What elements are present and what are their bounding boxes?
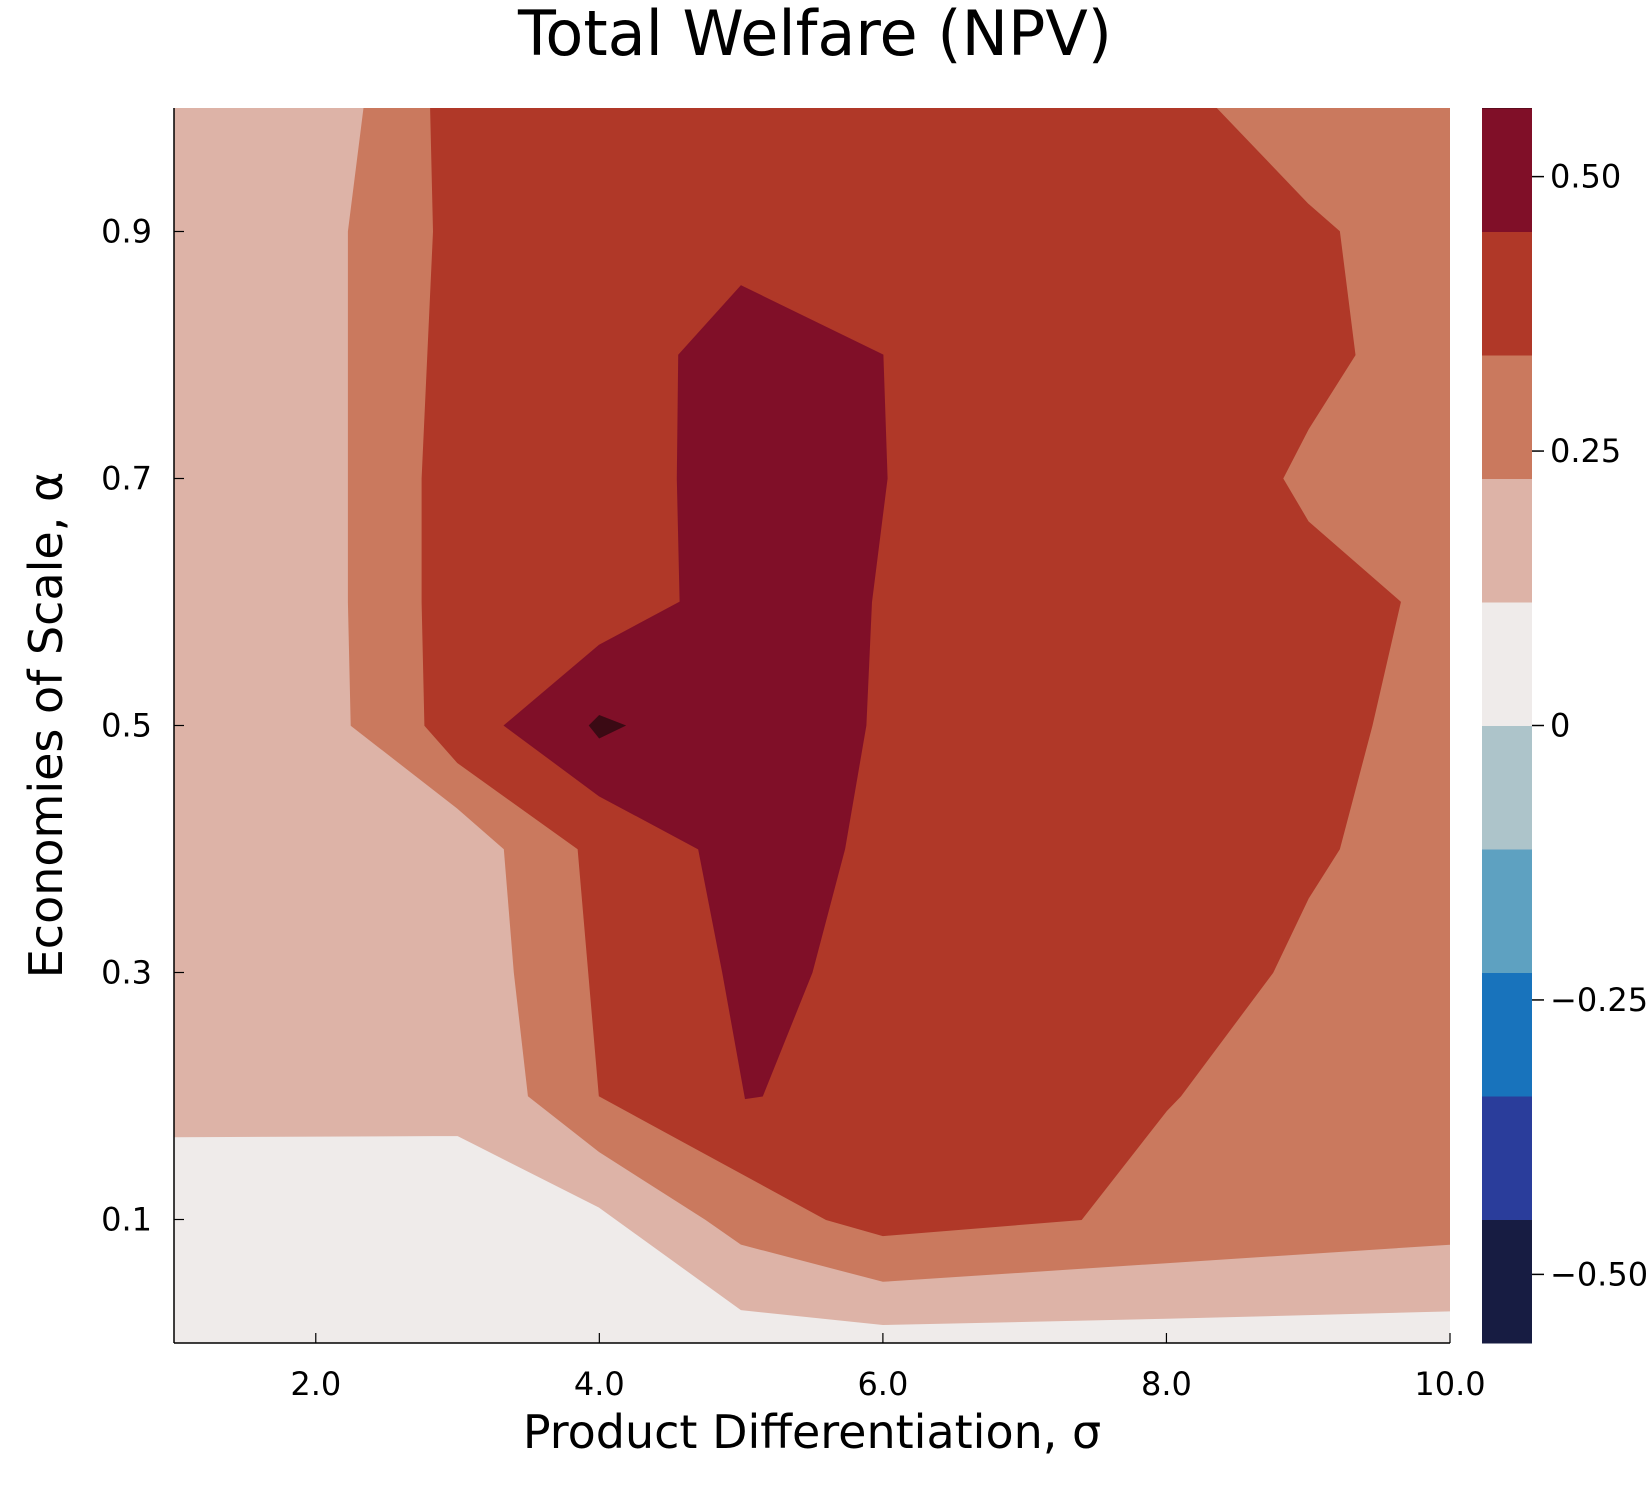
colorbar-band [1482,725,1532,850]
y-axis-label: Economies of Scale, α [19,472,73,979]
colorbar-band [1482,108,1532,232]
x-axis-ticks: 2.0 4.0 6.0 8.0 10.0 [290,1333,1486,1403]
contour-region-3 [421,108,1401,1237]
colorbar-band [1482,108,1532,109]
y-tick-label: 0.9 [101,213,152,251]
colorbar-tick-label: −0.25 [1550,981,1648,1019]
colorbar-tick-label: 0.50 [1550,158,1621,196]
colorbar-band [1482,972,1532,1097]
colorbar-band [1482,478,1532,603]
x-tick-label: 2.0 [290,1365,341,1403]
x-tick-label: 6.0 [857,1365,908,1403]
chart-title: Total Welfare (NPV) [517,0,1112,70]
x-tick-label: 8.0 [1141,1365,1192,1403]
y-tick-label: 0.5 [101,707,152,745]
y-tick-label: 0.3 [101,954,152,992]
colorbar-band [1482,231,1532,356]
y-tick-label: 0.1 [101,1201,152,1239]
colorbar-ticks: −0.50 −0.25 0 0.25 0.50 [1532,158,1648,1293]
x-axis-label: Product Differentiation, σ [523,1405,1101,1459]
y-tick-label: 0.7 [101,460,152,498]
colorbar-tick-label: 0.25 [1550,432,1621,470]
colorbar-band [1482,602,1532,726]
x-tick-label: 10.0 [1414,1365,1485,1403]
colorbar-tick-label: −0.50 [1550,1255,1648,1293]
colorbar-tick-label: 0 [1550,707,1570,745]
contour-region-4 [503,285,888,1100]
colorbar-band [1482,355,1532,479]
colorbar [1482,108,1532,1344]
contour-regions [174,108,1450,1343]
x-tick-label: 4.0 [574,1365,625,1403]
colorbar-band [1482,1219,1532,1344]
contour-region-5 [588,715,627,739]
colorbar-band [1482,849,1532,973]
y-axis-ticks: 0.1 0.3 0.5 0.7 0.9 [101,213,184,1239]
colorbar-band [1482,1096,1532,1220]
